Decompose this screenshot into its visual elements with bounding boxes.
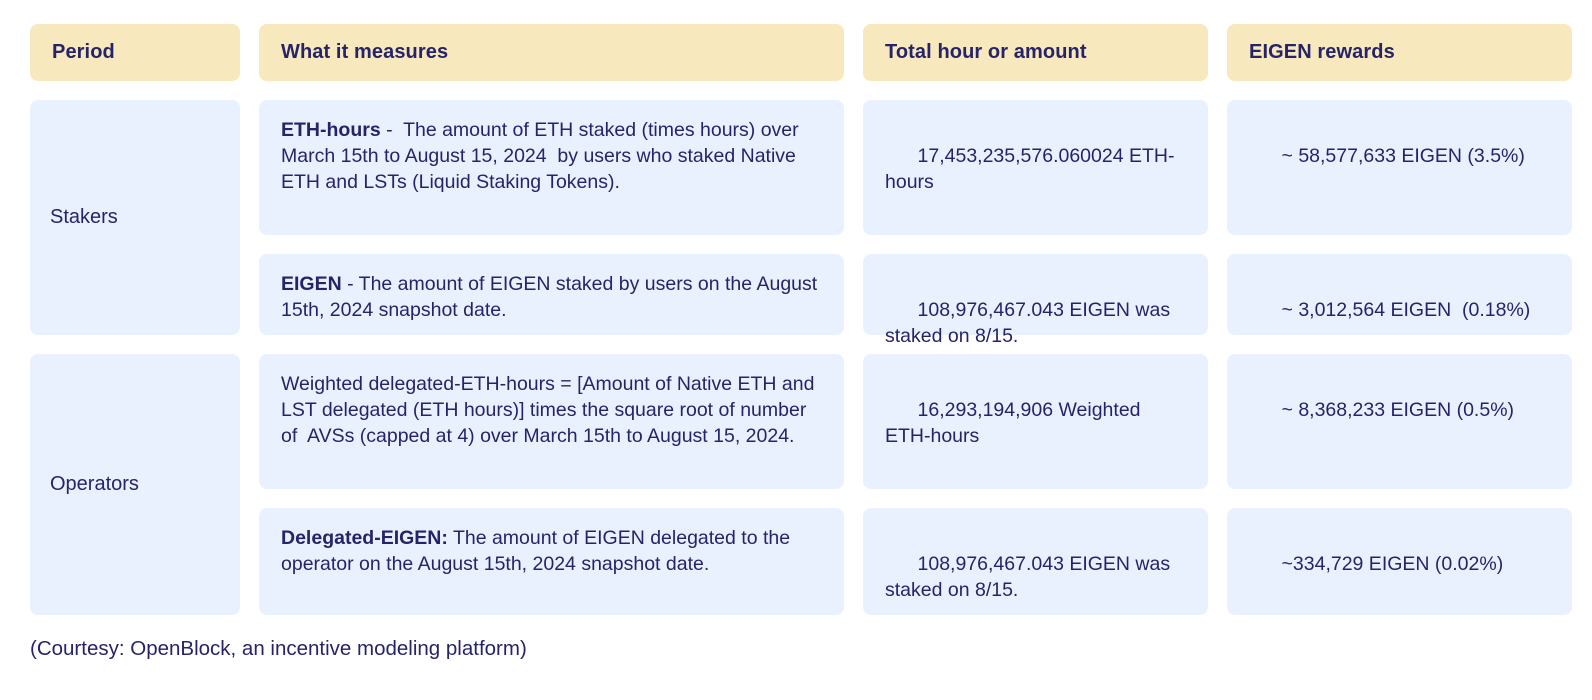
reward-weighted-delegated-value: ~ 8,368,233 EIGEN (0.5%) — [1281, 399, 1515, 421]
total-cell-eth-hours: 17,453,235,576.060024 ETH-hours — [863, 100, 1208, 235]
reward-cell-delegated-eigen: ~334,729 EIGEN (0.02%) — [1227, 508, 1572, 615]
reward-delegated-eigen-value: ~334,729 EIGEN (0.02%) — [1281, 553, 1504, 575]
reward-eth-hours-value: ~ 58,577,633 EIGEN (3.5%) — [1281, 145, 1525, 167]
reward-cell-eigen: ~ 3,012,564 EIGEN (0.18%) — [1227, 254, 1572, 335]
reward-cell-weighted-delegated: ~ 8,368,233 EIGEN (0.5%) — [1227, 354, 1572, 489]
header-period: Period — [30, 24, 240, 81]
header-what-it-measures-label: What it measures — [281, 41, 449, 63]
total-weighted-delegated-value: 16,293,194,906 Weighted ETH-hours — [885, 399, 1146, 447]
header-what-it-measures: What it measures — [259, 24, 844, 81]
total-delegated-eigen-value: 108,976,467.043 EIGEN was staked on 8/15… — [885, 553, 1176, 601]
total-cell-delegated-eigen: 108,976,467.043 EIGEN was staked on 8/15… — [863, 508, 1208, 615]
measure-delegated-eigen-term: Delegated-EIGEN: — [281, 527, 448, 549]
measure-cell-delegated-eigen: Delegated-EIGEN: The amount of EIGEN del… — [259, 508, 844, 615]
measure-eth-hours-description: - The amount of ETH staked (times hours)… — [281, 119, 805, 193]
period-stakers-label: Stakers — [50, 206, 118, 228]
period-cell-stakers: Stakers — [30, 100, 240, 335]
measure-eigen-description: - The amount of EIGEN staked by users on… — [281, 273, 823, 321]
measure-delegated-eigen-description: The amount of EIGEN delegated to the ope… — [281, 527, 796, 575]
measure-cell-weighted-delegated: Weighted delegated-ETH-hours = [Amount o… — [259, 354, 844, 489]
header-period-label: Period — [52, 41, 115, 63]
header-total-hour-or-amount-label: Total hour or amount — [885, 41, 1087, 63]
total-cell-eigen: 108,976,467.043 EIGEN was staked on 8/15… — [863, 254, 1208, 347]
header-total-hour-or-amount: Total hour or amount — [863, 24, 1208, 81]
reward-eigen-value: ~ 3,012,564 EIGEN (0.18%) — [1281, 299, 1531, 321]
rewards-table: Period What it measures Total hour or am… — [30, 24, 1572, 615]
header-eigen-rewards: EIGEN rewards — [1227, 24, 1572, 81]
header-eigen-rewards-label: EIGEN rewards — [1249, 41, 1395, 63]
total-eigen-value: 108,976,467.043 EIGEN was staked on 8/15… — [885, 299, 1176, 347]
measure-cell-eth-hours: ETH-hours - The amount of ETH staked (ti… — [259, 100, 844, 235]
period-cell-operators: Operators — [30, 354, 240, 615]
measure-cell-eigen: EIGEN - The amount of EIGEN staked by us… — [259, 254, 844, 335]
reward-cell-eth-hours: ~ 58,577,633 EIGEN (3.5%) — [1227, 100, 1572, 235]
measure-eth-hours-term: ETH-hours — [281, 119, 381, 141]
total-eth-hours-value: 17,453,235,576.060024 ETH-hours — [885, 145, 1175, 193]
period-operators-label: Operators — [50, 473, 139, 495]
measure-weighted-delegated-description: Weighted delegated-ETH-hours = [Amount o… — [281, 373, 820, 447]
total-cell-weighted-delegated: 16,293,194,906 Weighted ETH-hours — [863, 354, 1208, 489]
courtesy-caption: (Courtesy: OpenBlock, an incentive model… — [30, 637, 527, 660]
measure-eigen-term: EIGEN — [281, 273, 342, 295]
